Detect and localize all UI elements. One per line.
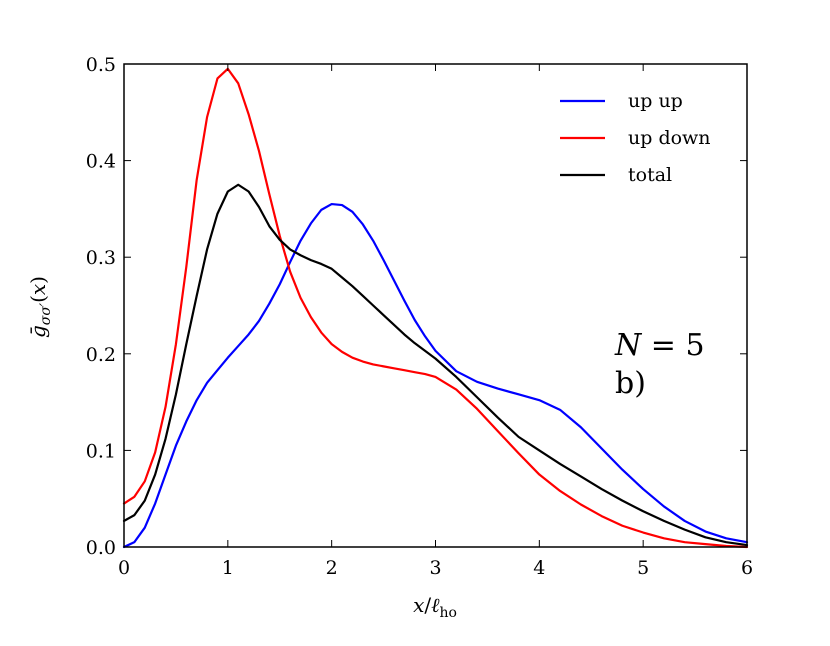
tick-labels: 0 1 2 3 4 5 6 0.0 0.1 0.2 0.3 0.4 0.5 xyxy=(86,54,753,579)
axis-ticks xyxy=(123,63,748,548)
y-tick-label: 0.0 xyxy=(86,537,116,559)
y-tick-label: 0.5 xyxy=(86,54,116,76)
x-tick-label: 4 xyxy=(533,557,545,579)
series-line-total xyxy=(122,183,749,547)
annotation-n: N = 5 xyxy=(614,328,705,363)
x-tick-label: 5 xyxy=(637,557,649,579)
y-tick-label: 0.4 xyxy=(86,151,116,173)
x-tick-label: 6 xyxy=(741,557,753,579)
x-axis-label: x/ℓho xyxy=(413,593,457,621)
y-tick-label: 0.2 xyxy=(86,344,116,366)
series-line-up-up xyxy=(122,202,749,549)
x-tick-label: 3 xyxy=(429,557,441,579)
plot-series xyxy=(122,67,749,549)
y-tick-label: 0.1 xyxy=(86,440,116,462)
legend-label-up-down: up down xyxy=(628,127,711,149)
annotation-panel: b) xyxy=(615,366,646,401)
series-line-up-down xyxy=(122,67,749,549)
y-tick-label: 0.3 xyxy=(86,247,116,269)
legend-label-up-up: up up xyxy=(628,90,683,112)
legend-label-total: total xyxy=(628,164,672,186)
x-tick-label: 2 xyxy=(326,557,338,579)
legend: up up up down total xyxy=(560,90,711,186)
x-tick-label: 1 xyxy=(222,557,234,579)
x-tick-label: 0 xyxy=(118,557,130,579)
